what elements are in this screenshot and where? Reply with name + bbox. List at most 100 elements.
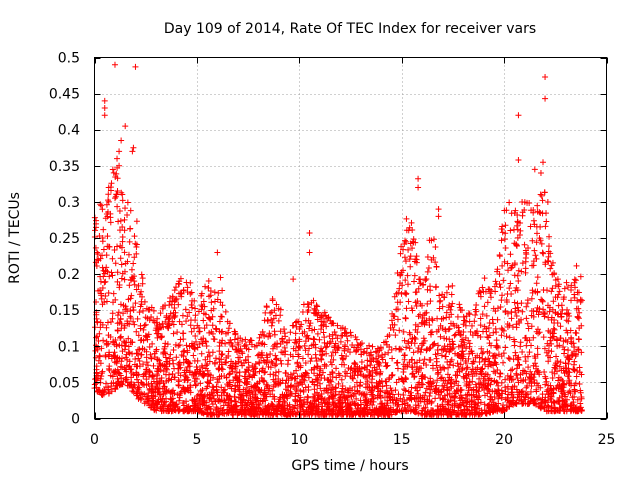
data-point (209, 390, 216, 397)
data-point (322, 344, 329, 351)
data-point (152, 327, 159, 334)
data-point (423, 385, 430, 392)
data-point (548, 262, 555, 269)
data-point (407, 253, 414, 260)
data-point (519, 349, 526, 356)
data-point (99, 206, 106, 213)
data-point (544, 198, 551, 205)
data-point (164, 366, 171, 373)
y-axis-label: ROTI / TECUs (7, 192, 23, 284)
data-point (295, 351, 302, 358)
data-point (149, 383, 156, 390)
data-point (328, 361, 335, 368)
data-point (506, 285, 513, 292)
data-point (214, 249, 221, 256)
data-point (114, 203, 121, 210)
data-point (548, 288, 555, 295)
data-point (262, 368, 269, 375)
data-point (357, 397, 364, 404)
data-point (210, 335, 217, 342)
data-point (578, 297, 585, 304)
data-point (169, 371, 176, 378)
data-point (448, 377, 455, 384)
data-point (538, 192, 545, 199)
data-point (513, 313, 520, 320)
data-point (130, 381, 137, 388)
data-point (563, 279, 570, 286)
data-point (101, 112, 108, 119)
data-point (486, 340, 493, 347)
data-point (411, 278, 418, 285)
data-point (174, 329, 181, 336)
data-point (513, 222, 520, 229)
data-point (508, 315, 515, 322)
data-point (340, 356, 347, 363)
data-point (456, 301, 463, 308)
data-point (129, 387, 136, 394)
data-point (437, 297, 444, 304)
data-point (498, 226, 505, 233)
data-point (215, 290, 222, 297)
data-point (149, 340, 156, 347)
data-point (438, 352, 445, 359)
data-point (132, 240, 139, 247)
data-point (412, 321, 419, 328)
data-point (267, 371, 274, 378)
data-point (513, 372, 520, 379)
data-point (462, 357, 469, 364)
data-point (371, 364, 378, 371)
data-point (406, 345, 413, 352)
data-point (296, 336, 303, 343)
data-point (100, 226, 107, 233)
data-point (367, 349, 374, 356)
data-point (341, 361, 348, 368)
data-point (496, 281, 503, 288)
data-point (510, 336, 517, 343)
data-point (557, 359, 564, 366)
data-point (119, 197, 126, 204)
data-point (407, 240, 414, 247)
data-point (376, 371, 383, 378)
data-point (445, 364, 452, 371)
data-point (117, 217, 124, 224)
data-point (311, 336, 318, 343)
data-point (534, 345, 541, 352)
data-point (404, 281, 411, 288)
data-point (294, 359, 301, 366)
data-point (489, 316, 496, 323)
data-point (491, 388, 498, 395)
data-point (182, 306, 189, 313)
data-point (269, 345, 276, 352)
data-point (244, 384, 251, 391)
data-point (131, 233, 138, 240)
data-point (209, 322, 216, 329)
data-point (553, 353, 560, 360)
data-point (218, 384, 225, 391)
data-point (446, 314, 453, 321)
data-point (347, 329, 354, 336)
data-point (382, 338, 389, 345)
data-point (281, 326, 288, 333)
data-point (405, 246, 412, 253)
data-point (92, 227, 99, 234)
data-point (392, 345, 399, 352)
data-point (272, 372, 279, 379)
data-point (146, 343, 153, 350)
data-point (337, 394, 344, 401)
data-point (99, 238, 106, 245)
data-point (522, 255, 529, 262)
data-point (127, 307, 134, 314)
data-point (268, 322, 275, 329)
data-point (269, 319, 276, 326)
y-tick-label: 0.2 (58, 267, 80, 283)
data-point (139, 275, 146, 282)
data-point (129, 148, 136, 155)
data-point (335, 397, 342, 404)
data-point (391, 293, 398, 300)
data-point (305, 394, 312, 401)
chart-title: Day 109 of 2014, Rate Of TEC Index for r… (164, 21, 536, 37)
data-point (575, 336, 582, 343)
data-point (525, 244, 532, 251)
data-point (466, 340, 473, 347)
data-point (477, 399, 484, 406)
